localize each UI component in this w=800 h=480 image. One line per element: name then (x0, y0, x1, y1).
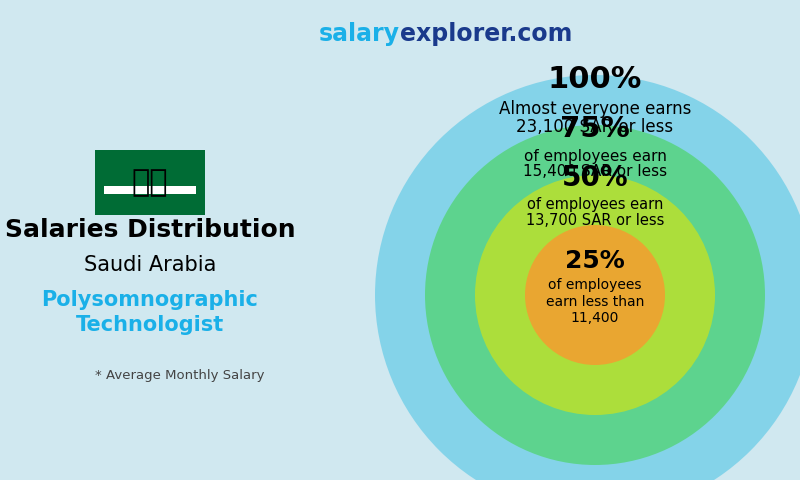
Text: 15,400 SAR or less: 15,400 SAR or less (523, 165, 667, 180)
Text: 23,100 SAR or less: 23,100 SAR or less (517, 119, 674, 136)
Text: 100%: 100% (548, 65, 642, 94)
Text: explorer.com: explorer.com (400, 22, 572, 46)
Text: 50%: 50% (562, 164, 628, 192)
Text: 🇸🇦: 🇸🇦 (132, 168, 168, 197)
Text: of employees earn: of employees earn (527, 197, 663, 212)
Text: 11,400: 11,400 (571, 311, 619, 324)
Text: * Average Monthly Salary: * Average Monthly Salary (95, 369, 265, 382)
Circle shape (425, 125, 765, 465)
Text: 75%: 75% (560, 115, 630, 143)
Circle shape (525, 225, 665, 365)
Text: Saudi Arabia: Saudi Arabia (84, 255, 216, 275)
Circle shape (475, 175, 715, 415)
Text: Almost everyone earns: Almost everyone earns (499, 100, 691, 119)
Text: Salaries Distribution: Salaries Distribution (5, 218, 295, 242)
Text: 25%: 25% (565, 250, 625, 274)
Circle shape (375, 75, 800, 480)
Text: 13,700 SAR or less: 13,700 SAR or less (526, 213, 664, 228)
Text: Polysomnographic: Polysomnographic (42, 290, 258, 310)
Text: earn less than: earn less than (546, 295, 644, 309)
Text: of employees: of employees (548, 278, 642, 292)
Text: Technologist: Technologist (76, 315, 224, 335)
Bar (104, 186, 196, 193)
Bar (95, 150, 205, 215)
Text: of employees earn: of employees earn (523, 148, 666, 164)
Text: salary: salary (319, 22, 400, 46)
